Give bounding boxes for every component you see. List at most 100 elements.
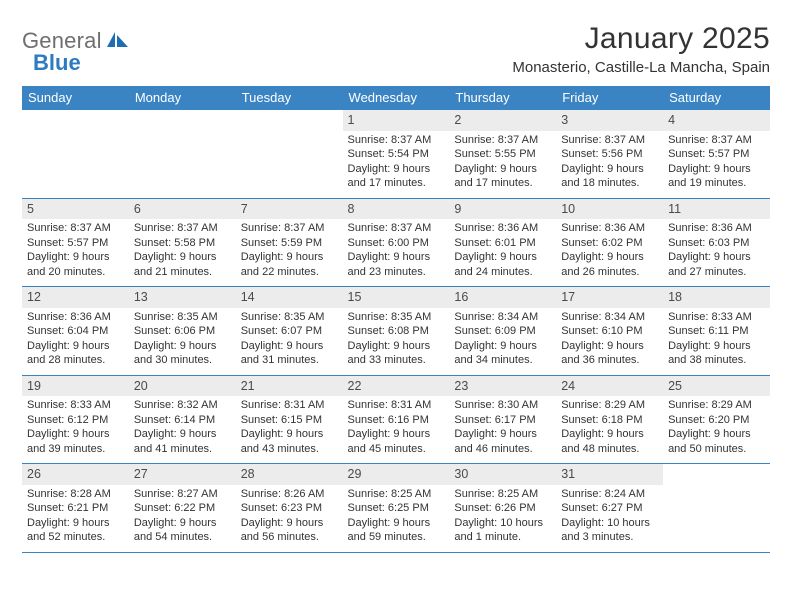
day-daylight1: Daylight: 9 hours	[348, 250, 445, 265]
day-body: Sunrise: 8:26 AMSunset: 6:23 PMDaylight:…	[236, 485, 343, 548]
day-body: Sunrise: 8:37 AMSunset: 5:56 PMDaylight:…	[556, 131, 663, 194]
calendar-cell	[236, 110, 343, 199]
day-daylight1: Daylight: 9 hours	[561, 427, 658, 442]
day-daylight1: Daylight: 9 hours	[134, 250, 231, 265]
day-body: Sunrise: 8:25 AMSunset: 6:26 PMDaylight:…	[449, 485, 556, 548]
day-body: Sunrise: 8:36 AMSunset: 6:04 PMDaylight:…	[22, 308, 129, 371]
day-number: 3	[556, 110, 663, 131]
calendar-cell	[22, 110, 129, 199]
day-body: Sunrise: 8:34 AMSunset: 6:09 PMDaylight:…	[449, 308, 556, 371]
day-sunset: Sunset: 6:01 PM	[454, 236, 551, 251]
day-sunrise: Sunrise: 8:34 AM	[561, 310, 658, 325]
day-sunset: Sunset: 6:00 PM	[348, 236, 445, 251]
day-sunset: Sunset: 6:27 PM	[561, 501, 658, 516]
calendar-cell: 9Sunrise: 8:36 AMSunset: 6:01 PMDaylight…	[449, 198, 556, 287]
day-sunrise: Sunrise: 8:30 AM	[454, 398, 551, 413]
day-sunset: Sunset: 6:15 PM	[241, 413, 338, 428]
day-body: Sunrise: 8:33 AMSunset: 6:12 PMDaylight:…	[22, 396, 129, 459]
day-daylight1: Daylight: 9 hours	[348, 339, 445, 354]
calendar-cell: 27Sunrise: 8:27 AMSunset: 6:22 PMDayligh…	[129, 464, 236, 553]
day-body: Sunrise: 8:37 AMSunset: 5:59 PMDaylight:…	[236, 219, 343, 282]
day-sunset: Sunset: 5:57 PM	[668, 147, 765, 162]
day-daylight1: Daylight: 9 hours	[241, 516, 338, 531]
calendar-week-row: 5Sunrise: 8:37 AMSunset: 5:57 PMDaylight…	[22, 198, 770, 287]
day-number: 23	[449, 376, 556, 397]
day-number: 10	[556, 199, 663, 220]
day-sunset: Sunset: 6:14 PM	[134, 413, 231, 428]
day-daylight2: and 50 minutes.	[668, 442, 765, 457]
day-sunset: Sunset: 6:25 PM	[348, 501, 445, 516]
day-number: 30	[449, 464, 556, 485]
day-daylight1: Daylight: 9 hours	[454, 250, 551, 265]
day-number: 17	[556, 287, 663, 308]
calendar-cell: 29Sunrise: 8:25 AMSunset: 6:25 PMDayligh…	[343, 464, 450, 553]
calendar-week-row: 26Sunrise: 8:28 AMSunset: 6:21 PMDayligh…	[22, 464, 770, 553]
day-sunrise: Sunrise: 8:24 AM	[561, 487, 658, 502]
day-body: Sunrise: 8:37 AMSunset: 5:55 PMDaylight:…	[449, 131, 556, 194]
day-body: Sunrise: 8:27 AMSunset: 6:22 PMDaylight:…	[129, 485, 236, 548]
location-text: Monasterio, Castille-La Mancha, Spain	[512, 59, 770, 76]
calendar-cell: 21Sunrise: 8:31 AMSunset: 6:15 PMDayligh…	[236, 375, 343, 464]
day-body: Sunrise: 8:24 AMSunset: 6:27 PMDaylight:…	[556, 485, 663, 548]
calendar-cell: 7Sunrise: 8:37 AMSunset: 5:59 PMDaylight…	[236, 198, 343, 287]
day-header: Monday	[129, 86, 236, 110]
day-sunrise: Sunrise: 8:33 AM	[668, 310, 765, 325]
calendar-week-row: 1Sunrise: 8:37 AMSunset: 5:54 PMDaylight…	[22, 110, 770, 199]
calendar-cell: 6Sunrise: 8:37 AMSunset: 5:58 PMDaylight…	[129, 198, 236, 287]
page-header: General January 2025 Monasterio, Castill…	[22, 22, 770, 76]
calendar-cell: 22Sunrise: 8:31 AMSunset: 6:16 PMDayligh…	[343, 375, 450, 464]
day-daylight2: and 21 minutes.	[134, 265, 231, 280]
calendar-head: Sunday Monday Tuesday Wednesday Thursday…	[22, 86, 770, 110]
day-daylight2: and 43 minutes.	[241, 442, 338, 457]
day-daylight2: and 24 minutes.	[454, 265, 551, 280]
calendar-cell: 12Sunrise: 8:36 AMSunset: 6:04 PMDayligh…	[22, 287, 129, 376]
day-sunrise: Sunrise: 8:36 AM	[668, 221, 765, 236]
day-daylight1: Daylight: 9 hours	[668, 250, 765, 265]
day-number: 26	[22, 464, 129, 485]
day-body: Sunrise: 8:29 AMSunset: 6:18 PMDaylight:…	[556, 396, 663, 459]
calendar-week-row: 19Sunrise: 8:33 AMSunset: 6:12 PMDayligh…	[22, 375, 770, 464]
day-daylight1: Daylight: 9 hours	[241, 339, 338, 354]
calendar-cell: 14Sunrise: 8:35 AMSunset: 6:07 PMDayligh…	[236, 287, 343, 376]
day-number: 19	[22, 376, 129, 397]
day-daylight2: and 31 minutes.	[241, 353, 338, 368]
day-body: Sunrise: 8:37 AMSunset: 5:57 PMDaylight:…	[22, 219, 129, 282]
logo-blue-wrap: Blue	[33, 50, 81, 76]
calendar-table: Sunday Monday Tuesday Wednesday Thursday…	[22, 86, 770, 553]
day-body: Sunrise: 8:28 AMSunset: 6:21 PMDaylight:…	[22, 485, 129, 548]
day-sunset: Sunset: 5:58 PM	[134, 236, 231, 251]
day-sunset: Sunset: 6:03 PM	[668, 236, 765, 251]
day-number: 21	[236, 376, 343, 397]
calendar-cell: 19Sunrise: 8:33 AMSunset: 6:12 PMDayligh…	[22, 375, 129, 464]
day-daylight2: and 28 minutes.	[27, 353, 124, 368]
day-body: Sunrise: 8:29 AMSunset: 6:20 PMDaylight:…	[663, 396, 770, 459]
calendar-cell: 5Sunrise: 8:37 AMSunset: 5:57 PMDaylight…	[22, 198, 129, 287]
day-daylight1: Daylight: 10 hours	[454, 516, 551, 531]
day-daylight2: and 46 minutes.	[454, 442, 551, 457]
day-number: 9	[449, 199, 556, 220]
day-sunset: Sunset: 6:02 PM	[561, 236, 658, 251]
calendar-cell: 28Sunrise: 8:26 AMSunset: 6:23 PMDayligh…	[236, 464, 343, 553]
day-header: Wednesday	[343, 86, 450, 110]
day-sunset: Sunset: 6:04 PM	[27, 324, 124, 339]
day-daylight1: Daylight: 9 hours	[27, 250, 124, 265]
day-number	[236, 110, 343, 114]
day-daylight2: and 22 minutes.	[241, 265, 338, 280]
day-daylight1: Daylight: 9 hours	[561, 339, 658, 354]
day-daylight2: and 45 minutes.	[348, 442, 445, 457]
day-sunset: Sunset: 5:54 PM	[348, 147, 445, 162]
day-daylight2: and 3 minutes.	[561, 530, 658, 545]
day-daylight1: Daylight: 9 hours	[27, 516, 124, 531]
day-sunrise: Sunrise: 8:28 AM	[27, 487, 124, 502]
day-body: Sunrise: 8:25 AMSunset: 6:25 PMDaylight:…	[343, 485, 450, 548]
logo-sails-icon	[104, 29, 130, 54]
title-block: January 2025 Monasterio, Castille-La Man…	[512, 22, 770, 76]
day-daylight1: Daylight: 9 hours	[668, 162, 765, 177]
day-daylight1: Daylight: 9 hours	[348, 427, 445, 442]
calendar-cell	[663, 464, 770, 553]
day-sunset: Sunset: 6:06 PM	[134, 324, 231, 339]
day-number: 1	[343, 110, 450, 131]
day-sunset: Sunset: 5:55 PM	[454, 147, 551, 162]
calendar-body: 1Sunrise: 8:37 AMSunset: 5:54 PMDaylight…	[22, 110, 770, 553]
day-number: 27	[129, 464, 236, 485]
